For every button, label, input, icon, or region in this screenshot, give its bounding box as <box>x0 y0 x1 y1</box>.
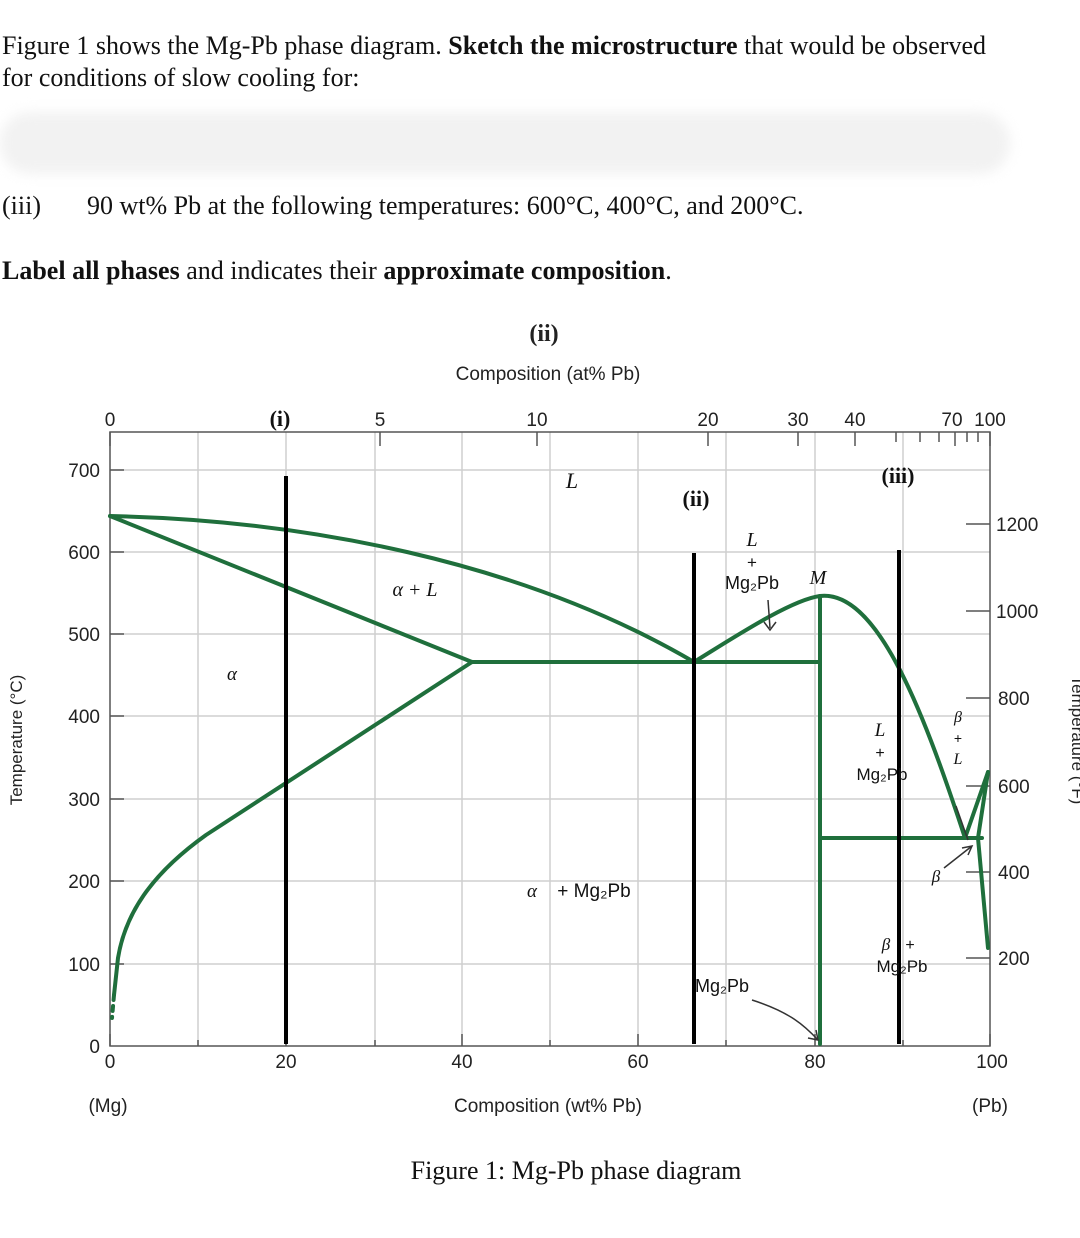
axis-ticks <box>109 432 991 1046</box>
part-label: (iii) <box>2 191 41 220</box>
beta-solidus <box>976 770 990 840</box>
right-tick-600: 600 <box>998 777 1030 798</box>
right-axis-title: Temperature (°F) <box>1068 676 1080 805</box>
liquidus-left <box>108 514 696 664</box>
left-tick-700: 700 <box>68 461 100 482</box>
region-l-mg2pb-compound: Mg₂Pb <box>725 573 779 593</box>
right-tick-1000: 1000 <box>996 602 1038 623</box>
bottom-axis-title: Composition (wt% Pb) <box>454 1096 642 1117</box>
figure-caption: Figure 1: Mg-Pb phase diagram <box>410 1156 742 1185</box>
top-marker: (ii) <box>529 321 558 347</box>
top-tick-40: 40 <box>844 410 865 431</box>
region-alpha: α <box>227 664 238 685</box>
top-tick-30: 30 <box>787 410 808 431</box>
region-beta-mg2pb-m: Mg₂Pb <box>876 957 927 976</box>
left-tick-100: 100 <box>68 955 100 976</box>
left-end-label: (Mg) <box>88 1096 127 1117</box>
beta-solvus <box>976 836 990 950</box>
bottom-tick-80: 80 <box>804 1052 825 1073</box>
region-beta-mg2pb-plus: + <box>905 937 914 954</box>
solvus-alpha-dashed <box>110 993 116 1020</box>
instruction-emphasis-2: approximate composition <box>383 256 666 285</box>
question-line-2: for conditions of slow cooling for: <box>2 63 360 92</box>
region-alpha-mg2pb-a: α <box>527 881 538 902</box>
region-alpha-liquid: α + L <box>392 579 437 601</box>
region-beta-mg2pb-b: β <box>881 935 891 954</box>
top-tick-10: 10 <box>526 410 547 431</box>
bottom-tick-20: 20 <box>275 1052 296 1073</box>
left-tick-0: 0 <box>89 1037 100 1058</box>
question-text-cont: that would be observed <box>737 31 986 60</box>
right-end-label: (Pb) <box>972 1096 1008 1117</box>
question-line-1: Figure 1 shows the Mg-Pb phase diagram. … <box>2 30 986 62</box>
region-beta-l-b: β <box>953 709 962 726</box>
marker-label-i: (i) <box>270 406 291 431</box>
grid <box>110 432 990 1046</box>
part-text: 90 wt% Pb at the following temperatures:… <box>87 191 804 220</box>
top-tick-70: 70 <box>941 410 962 431</box>
left-tick-500: 500 <box>68 625 100 646</box>
bottom-tick-40: 40 <box>451 1052 472 1073</box>
top-tick-5: 5 <box>375 410 386 431</box>
bottom-tick-60: 60 <box>627 1052 648 1073</box>
region-right-l: L <box>874 720 886 741</box>
question-part: (iii) 90 wt% Pb at the following temperat… <box>2 190 804 222</box>
marker-label-iii: (iii) <box>882 463 915 488</box>
region-beta-l-l: L <box>953 751 963 768</box>
pointer-arrows <box>751 599 974 1041</box>
liquidus-mg2pb-left <box>692 594 822 664</box>
point-m: M <box>809 567 828 589</box>
region-l-mg2pb-l: L <box>745 529 757 551</box>
region-right-mg2pb: Mg₂Pb <box>856 765 907 784</box>
liquidus-mg2pb-right <box>818 593 967 840</box>
composition-markers <box>284 476 901 1044</box>
marker-label-ii: (ii) <box>683 486 710 511</box>
phase-boundaries <box>108 514 990 1046</box>
right-tick-400: 400 <box>998 863 1030 884</box>
bottom-tick-100: 100 <box>976 1052 1008 1073</box>
question-emphasis: Sketch the microstructure <box>448 31 738 60</box>
instruction-text: and indicates their <box>179 256 384 285</box>
question-text: Figure 1 shows the Mg-Pb phase diagram. <box>2 31 449 60</box>
top-axis-title: Composition (at% Pb) <box>456 364 641 385</box>
top-tick-20: 20 <box>697 410 718 431</box>
region-beta: β <box>931 867 941 886</box>
region-liquid: L <box>565 468 578 493</box>
mg2pb-compound-label: Mg₂Pb <box>695 976 749 996</box>
region-l-mg2pb-plus: + <box>747 553 757 572</box>
region-beta-l-plus: + <box>954 730 962 746</box>
left-axis-title: Temperature (°C) <box>7 675 26 806</box>
beta-liquidus <box>963 770 990 840</box>
right-tick-1200: 1200 <box>996 515 1038 536</box>
left-tick-400: 400 <box>68 707 100 728</box>
region-right-plus: + <box>875 745 884 762</box>
instruction-emphasis: Label all phases <box>2 256 180 285</box>
solidus-alpha <box>108 514 474 664</box>
bottom-tick-0: 0 <box>105 1052 116 1073</box>
instruction-line: Label all phases and indicates their app… <box>2 255 672 287</box>
solvus-alpha <box>112 660 474 997</box>
region-alpha-mg2pb-b: + Mg₂Pb <box>557 881 630 902</box>
instruction-end: . <box>665 256 672 285</box>
redacted-area <box>0 112 1010 174</box>
top-tick-100: 100 <box>974 410 1006 431</box>
right-tick-200: 200 <box>998 949 1030 970</box>
left-tick-600: 600 <box>68 543 100 564</box>
left-tick-200: 200 <box>68 872 100 893</box>
right-tick-800: 800 <box>998 689 1030 710</box>
left-tick-300: 300 <box>68 790 100 811</box>
top-tick-0: 0 <box>105 410 116 431</box>
